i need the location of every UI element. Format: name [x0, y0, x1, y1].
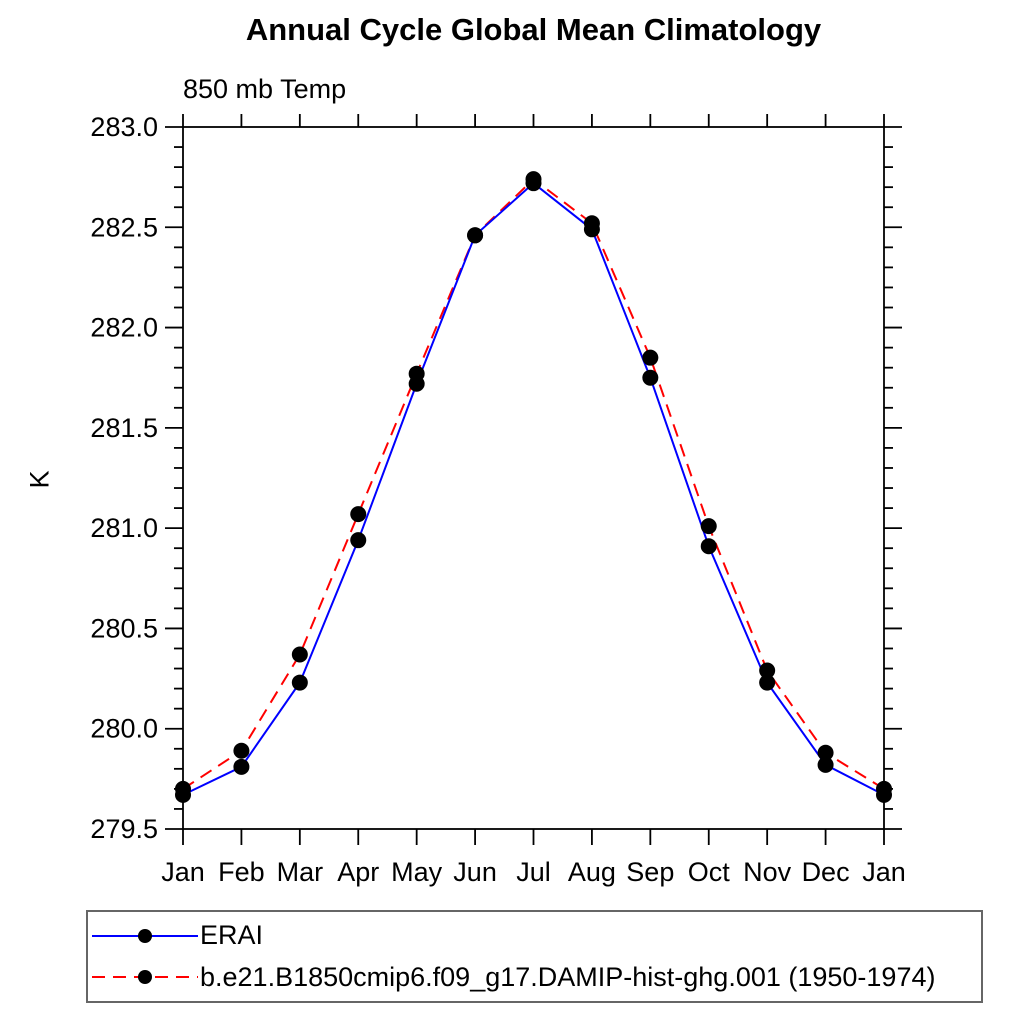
chart-subtitle: 850 mb Temp: [183, 74, 347, 104]
legend-label-erai: ERAI: [200, 920, 264, 951]
x-axis-tick-label: Jan: [161, 857, 205, 887]
x-axis-tick-label: Mar: [277, 857, 324, 887]
data-point-marker: [175, 780, 191, 797]
data-point-marker: [525, 171, 542, 188]
data-point-marker: [233, 742, 250, 759]
x-axis-tick-label: Dec: [802, 857, 850, 887]
x-axis-tick-label: Jul: [516, 857, 551, 887]
legend-item-erai: ERAI: [90, 916, 981, 956]
x-axis-tick-label: Nov: [743, 857, 792, 887]
data-point-marker: [467, 227, 484, 244]
data-point-marker: [350, 506, 367, 523]
data-point-marker: [291, 646, 308, 663]
legend: ERAI b.e21.B1850cmip6.f09_g17.DAMIP-hist…: [86, 910, 983, 1003]
data-point-marker: [759, 674, 776, 691]
y-axis-tick-label: 280.5: [90, 613, 158, 643]
data-point-marker: [291, 674, 308, 691]
plot-border: [182, 126, 885, 830]
data-point-marker: [817, 756, 834, 773]
data-point-marker: [642, 369, 659, 386]
legend-line-sample-solid: [92, 928, 198, 943]
y-axis-tick-label: 283.0: [90, 112, 158, 142]
data-point-marker: [759, 662, 776, 679]
data-point-marker: [817, 744, 834, 761]
x-axis-tick-label: Apr: [337, 857, 379, 887]
x-axis-tick-label: Jun: [453, 857, 497, 887]
legend-sample-marker: [138, 928, 152, 943]
y-axis-tick-label: 282.0: [90, 313, 158, 343]
legend-item-model: b.e21.B1850cmip6.f09_g17.DAMIP-hist-ghg.…: [90, 957, 981, 997]
legend-sample-marker: [138, 970, 152, 985]
series-line-solid: [182, 181, 885, 796]
data-point-marker: [583, 215, 600, 232]
data-point-marker: [408, 365, 425, 382]
data-point-marker: [642, 349, 659, 366]
y-axis-tick-label: 281.5: [90, 413, 158, 443]
x-axis-tick-label: Sep: [626, 857, 674, 887]
x-axis-tick-label: Aug: [568, 857, 616, 887]
chart-title: Annual Cycle Global Mean Climatology: [245, 12, 822, 47]
x-axis-tick-label: Jan: [862, 857, 906, 887]
data-point-marker: [233, 758, 250, 775]
y-axis-tick-label: 279.5: [90, 814, 158, 844]
x-axis-tick-label: Feb: [218, 857, 265, 887]
y-axis-tick-label: 282.5: [90, 212, 158, 242]
data-point-marker: [700, 538, 717, 555]
data-point-marker: [700, 518, 717, 535]
legend-label-model: b.e21.B1850cmip6.f09_g17.DAMIP-hist-ghg.…: [200, 961, 936, 992]
data-point-marker: [350, 532, 367, 549]
x-axis-tick-label: Oct: [688, 857, 731, 887]
data-point-marker: [876, 780, 892, 797]
x-axis-tick-label: May: [391, 857, 443, 887]
legend-line-sample-dashed: [92, 970, 198, 985]
y-axis-tick-label: 281.0: [90, 513, 158, 543]
y-axis-tick-label: 280.0: [90, 714, 158, 744]
